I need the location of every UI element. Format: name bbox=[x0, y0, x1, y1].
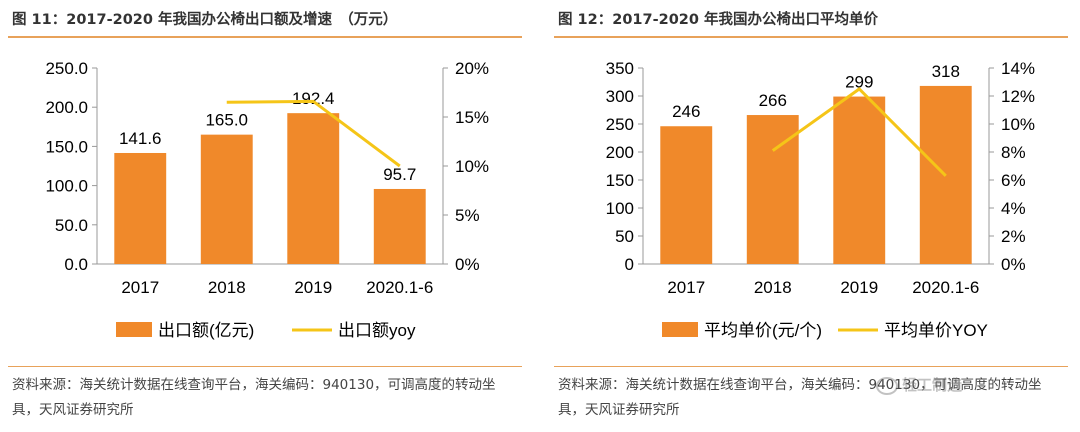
bar-value-label: 141.6 bbox=[119, 129, 162, 148]
figure-title: 图 12：2017-2020 年我国办公椅出口平均单价 bbox=[558, 12, 879, 28]
bar-value-label: 299 bbox=[845, 73, 873, 92]
y-tick-label-right: 12% bbox=[1001, 87, 1035, 106]
yoy-line bbox=[771, 87, 947, 177]
y-tick-label-right: 0% bbox=[455, 255, 480, 274]
bar-value-label: 165.0 bbox=[205, 111, 248, 130]
y-tick-label-right: 6% bbox=[1001, 171, 1026, 190]
y-tick-label-right: 4% bbox=[1001, 199, 1026, 218]
yoy-line bbox=[226, 99, 401, 168]
x-tick-label: 2018 bbox=[754, 278, 792, 297]
y-tick-label-right: 20% bbox=[455, 59, 489, 78]
x-tick-label: 2020.1-6 bbox=[366, 278, 433, 297]
y-tick-label-left: 200 bbox=[606, 143, 634, 162]
y-tick-label-left: 0.0 bbox=[64, 255, 88, 274]
y-tick-label-left: 100 bbox=[606, 199, 634, 218]
legend-line-label: 平均单价YOY bbox=[884, 321, 988, 340]
y-tick-label-right: 10% bbox=[1001, 115, 1035, 134]
legend-bar-label: 平均单价(元/个) bbox=[704, 321, 822, 340]
legend-bar-swatch bbox=[116, 322, 152, 337]
x-tick-label: 2017 bbox=[667, 278, 705, 297]
y-tick-label-left: 300 bbox=[606, 87, 634, 106]
source-rule bbox=[8, 366, 522, 367]
y-tick-label-left: 250.0 bbox=[45, 59, 88, 78]
y-tick-label-right: 5% bbox=[455, 206, 480, 225]
y-tick-label-left: 50 bbox=[615, 227, 634, 246]
export-value-chart: 0.0 50.0 100.0 150.0 200.0 250.0 0% 5% 10% 15% 20%… bbox=[45, 59, 489, 340]
y-tick-label-right: 10% bbox=[455, 157, 489, 176]
y-tick-label-left: 100.0 bbox=[45, 177, 88, 196]
wechat-icon bbox=[876, 376, 898, 395]
x-tick-label: 2019 bbox=[294, 278, 332, 297]
bar-value-label: 318 bbox=[932, 62, 960, 81]
bar-value-label: 192.4 bbox=[292, 89, 335, 108]
x-tick-label: 2020.1-6 bbox=[912, 278, 979, 297]
y-tick-label-left: 150 bbox=[606, 171, 634, 190]
bar-value-label: 95.7 bbox=[383, 165, 416, 184]
x-tick-label: 2017 bbox=[121, 278, 159, 297]
y-tick-label-left: 250 bbox=[606, 115, 634, 134]
watermark-text: 轻工制造 bbox=[902, 376, 963, 394]
legend-bar-label: 出口额(亿元) bbox=[158, 321, 254, 340]
source-rule bbox=[554, 366, 1068, 367]
figure-11-panel: 图 11：2017-2020 年我国办公椅出口额及增速 （万元） 0.0 50.0… bbox=[0, 0, 530, 432]
legend-bar-swatch bbox=[662, 322, 698, 337]
title-rule bbox=[554, 36, 1068, 38]
bar bbox=[114, 152, 167, 264]
bar bbox=[833, 96, 886, 264]
title-rule bbox=[8, 36, 522, 38]
y-tick-label-right: 15% bbox=[455, 108, 489, 127]
legend-line-label: 出口额yoy bbox=[338, 321, 416, 340]
y-tick-label-left: 0 bbox=[625, 255, 634, 274]
bar bbox=[287, 113, 340, 264]
y-tick-label-left: 50.0 bbox=[55, 216, 88, 235]
x-tick-label: 2018 bbox=[208, 278, 246, 297]
y-tick-label-right: 0% bbox=[1001, 255, 1026, 274]
y-tick-label-left: 200.0 bbox=[45, 98, 88, 117]
bar bbox=[373, 188, 426, 264]
figure-12-panel: 图 12：2017-2020 年我国办公椅出口平均单价 0 50 100 150 200… bbox=[546, 0, 1076, 432]
source-note: 资料来源：海关统计数据在线查询平台，海关编码：940130，可调高度的转动坐具，… bbox=[558, 377, 1042, 418]
y-tick-label-right: 2% bbox=[1001, 227, 1026, 246]
unit-price-chart: 0 50 100 150 200 250 300 350 0% 2% 4% 6% 8% 10% 12% 14%… bbox=[606, 59, 1035, 340]
figure-title: 图 11：2017-2020 年我国办公椅出口额及增速 （万元） bbox=[12, 12, 398, 28]
bar bbox=[660, 126, 713, 265]
y-tick-label-right: 14% bbox=[1001, 59, 1035, 78]
source-note: 资料来源：海关统计数据在线查询平台，海关编码：940130，可调高度的转动坐具，… bbox=[12, 377, 496, 418]
watermark: 轻工制造 bbox=[876, 374, 962, 395]
bar-value-label: 266 bbox=[759, 91, 787, 110]
x-tick-label: 2019 bbox=[840, 278, 878, 297]
y-tick-label-left: 350 bbox=[606, 59, 634, 78]
bar bbox=[200, 134, 253, 264]
bar-value-label: 246 bbox=[672, 102, 700, 121]
y-tick-label-right: 8% bbox=[1001, 143, 1026, 162]
y-tick-label-left: 150.0 bbox=[45, 137, 88, 156]
